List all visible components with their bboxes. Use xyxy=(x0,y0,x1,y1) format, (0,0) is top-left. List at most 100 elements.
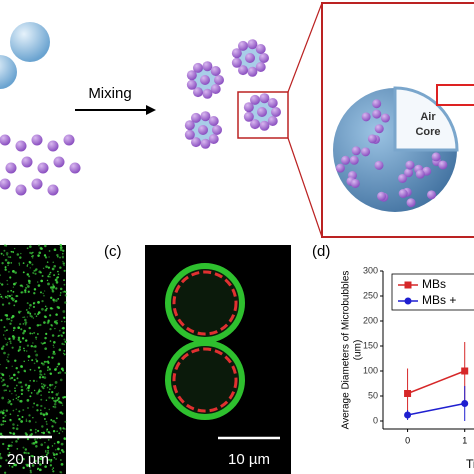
speck xyxy=(49,388,51,390)
speck xyxy=(26,463,30,467)
speck xyxy=(52,452,55,454)
y-tick-label: 100 xyxy=(363,365,378,375)
speck xyxy=(60,449,64,452)
speck xyxy=(39,369,42,373)
particle xyxy=(0,178,11,190)
speck xyxy=(38,270,42,274)
particle xyxy=(208,115,219,126)
speck xyxy=(64,438,66,440)
speck xyxy=(1,380,3,383)
speck xyxy=(49,372,53,376)
speck xyxy=(0,376,3,379)
speck xyxy=(5,343,8,346)
speck xyxy=(29,469,32,472)
speck xyxy=(0,347,4,350)
speck xyxy=(52,419,56,423)
chart: 0 50 100 150 200 250 300 0 1 Tim Average Diameters… xyxy=(341,265,474,471)
particle xyxy=(231,57,242,68)
speck xyxy=(43,341,46,345)
particle xyxy=(53,156,65,168)
speck xyxy=(53,405,57,409)
particle xyxy=(249,94,260,105)
speck xyxy=(45,399,48,402)
speck xyxy=(41,342,44,345)
speck xyxy=(28,275,31,278)
speck xyxy=(45,429,48,432)
speck xyxy=(13,247,16,250)
speck xyxy=(5,459,8,462)
panel-label: (c) xyxy=(104,243,122,260)
speck xyxy=(15,394,17,396)
speck xyxy=(52,285,54,287)
speck xyxy=(13,373,16,377)
speck xyxy=(61,404,64,407)
speckles xyxy=(0,243,67,474)
speck xyxy=(37,461,40,464)
speck xyxy=(26,438,30,441)
speck xyxy=(64,420,67,423)
particle xyxy=(247,66,258,77)
speck xyxy=(36,392,39,395)
fit-circle xyxy=(172,270,238,336)
speck xyxy=(44,451,47,453)
core-label: Core xyxy=(415,126,440,138)
speck xyxy=(26,302,29,305)
speck xyxy=(26,283,28,286)
speck xyxy=(57,306,61,310)
speck xyxy=(30,344,33,348)
particle xyxy=(255,43,266,54)
y-tick-label: 300 xyxy=(363,265,378,275)
speck xyxy=(2,442,5,446)
speck xyxy=(53,264,56,268)
speck xyxy=(38,468,42,472)
speck xyxy=(2,378,5,382)
shell-particle xyxy=(405,160,415,170)
speck xyxy=(23,347,25,350)
shell-particle xyxy=(372,99,382,109)
speck xyxy=(20,388,24,392)
y-axis-label: Average Diameters of Microbubbles xyxy=(341,271,352,430)
speck xyxy=(11,335,15,338)
speck xyxy=(41,375,45,379)
speck xyxy=(19,381,22,384)
speck xyxy=(44,449,47,452)
speck xyxy=(48,408,51,411)
speck xyxy=(24,370,27,373)
panel-label: (d) xyxy=(312,243,330,260)
fit-circle xyxy=(172,347,238,413)
speck xyxy=(20,252,22,255)
speck xyxy=(38,376,42,379)
speck xyxy=(3,351,6,355)
speck xyxy=(57,273,60,276)
particle xyxy=(231,48,242,59)
speck xyxy=(14,387,16,390)
speck xyxy=(35,353,39,357)
speck xyxy=(39,460,41,463)
particle xyxy=(208,133,219,144)
speck xyxy=(35,336,38,339)
speck xyxy=(49,307,53,310)
speck xyxy=(0,295,3,298)
particle xyxy=(255,61,266,72)
speck xyxy=(4,258,8,262)
speck xyxy=(35,315,38,317)
speck xyxy=(27,452,30,455)
speck xyxy=(37,366,41,369)
speck xyxy=(41,307,44,311)
speck xyxy=(15,294,18,298)
speck xyxy=(13,304,16,307)
speck xyxy=(52,467,55,469)
speck xyxy=(16,447,19,450)
speck xyxy=(35,421,37,423)
speck xyxy=(58,371,62,374)
speck xyxy=(9,322,12,325)
speck xyxy=(49,460,52,463)
speck xyxy=(41,455,43,457)
speck xyxy=(2,420,5,423)
speck xyxy=(47,355,51,359)
speck xyxy=(51,289,55,293)
speck xyxy=(17,326,21,330)
particle xyxy=(238,65,249,76)
speck xyxy=(60,334,62,336)
speck xyxy=(17,414,19,417)
